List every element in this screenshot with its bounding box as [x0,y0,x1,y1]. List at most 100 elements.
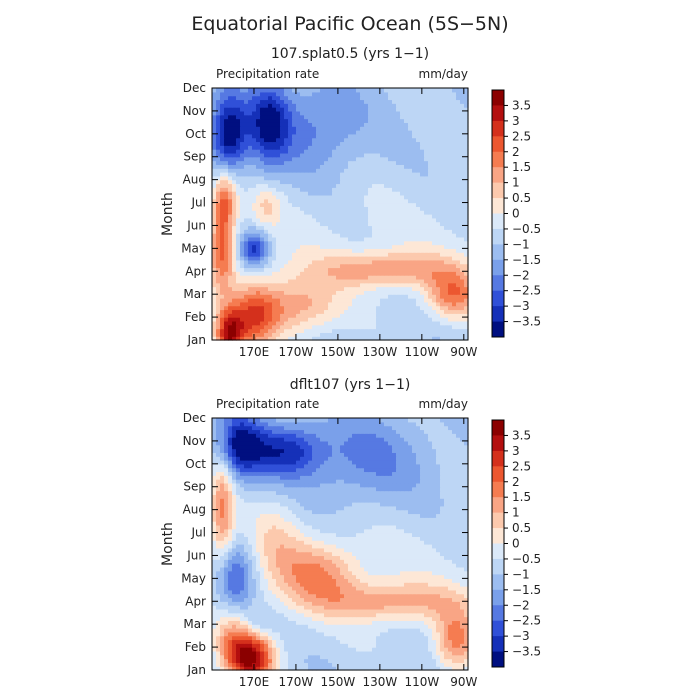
heat-cell [376,99,381,104]
heat-cell [320,328,325,333]
heat-cell [216,198,221,204]
heat-cell [408,229,413,234]
heat-cell [416,259,421,265]
heat-cell [364,175,369,181]
heat-cell [440,236,445,242]
heat-cell [320,130,325,135]
heat-cell [436,156,441,162]
heat-cell [448,278,453,284]
heat-cell [252,118,257,123]
heat-cell [272,286,277,291]
heat-cell [220,152,225,158]
heat-cell [380,278,385,284]
heat-cell [388,172,393,177]
heat-cell [404,252,409,257]
heat-cell [344,236,349,242]
heat-cell [384,168,389,173]
heat-cell [436,639,441,644]
heat-cell [428,229,433,234]
heat-cell [256,643,261,648]
heat-cell [404,658,409,663]
heat-cell [300,236,305,242]
heat-cell [284,654,289,660]
heat-cell [400,137,405,143]
heat-cell [428,225,433,230]
heat-cell [296,126,301,131]
heat-cell [216,225,221,230]
heat-cell [416,320,421,326]
heat-cell [440,324,445,330]
heat-cell [312,286,317,291]
heat-cell [368,233,373,238]
heat-cell [252,187,257,192]
heat-cell [212,202,217,207]
heat-cell [360,278,365,284]
heat-cell [380,233,385,238]
heat-cell [276,214,281,219]
heat-cell [300,95,305,101]
heat-cell [408,336,413,341]
heat-cell [360,210,365,215]
heat-cell [344,650,349,656]
heat-cell [324,160,329,165]
heat-cell [284,152,289,158]
heat-cell [412,141,417,146]
heat-cell [240,191,245,196]
heat-cell [252,647,257,652]
heat-cell [288,198,293,204]
heat-cell [308,267,313,272]
heat-cell [380,236,385,242]
heat-cell [252,248,257,253]
heat-cell [256,91,261,97]
heat-cell [464,221,469,227]
heat-cell [376,114,381,120]
heat-cell [336,298,341,303]
heat-cell [292,639,297,644]
heat-cell [328,631,333,637]
heat-cell [340,160,345,165]
heat-cell [424,267,429,272]
heat-cell [384,332,389,337]
heat-cell [376,278,381,284]
heat-cell [272,164,277,169]
heat-cell [344,631,349,637]
heat-cell [256,141,261,146]
heat-cell [276,647,281,652]
heat-cell [436,141,441,146]
heat-cell [304,236,309,242]
heat-cell [292,301,297,307]
heat-cell [292,194,297,200]
heat-cell [428,290,433,295]
heat-cell [212,156,217,162]
heat-cell [376,198,381,204]
heat-cell [372,175,377,181]
heat-cell [380,141,385,146]
heat-cell [420,133,425,139]
heat-cell [316,236,321,242]
heat-cell [212,662,217,667]
heat-cell [432,210,437,215]
heat-cell [372,114,377,120]
heat-cell [336,631,341,637]
heat-cell [384,137,389,143]
heat-cell [396,320,401,326]
heat-cell [228,91,233,97]
heat-cell [224,225,229,230]
heat-cell [260,206,265,211]
heat-cell [448,99,453,104]
heat-cell [248,91,253,97]
heat-cell [296,639,301,644]
heat-cell [272,628,277,633]
heat-cell [432,133,437,139]
heat-cell [276,282,281,288]
heat-cell [436,290,441,295]
heat-cell [376,259,381,265]
heat-cell [400,126,405,131]
heat-cell [368,133,373,139]
heat-cell [288,282,293,288]
heat-cell [304,639,309,644]
heat-cell [376,336,381,341]
y-tick-label: Apr [185,264,206,278]
heat-cell [420,635,425,641]
heat-cell [396,164,401,169]
